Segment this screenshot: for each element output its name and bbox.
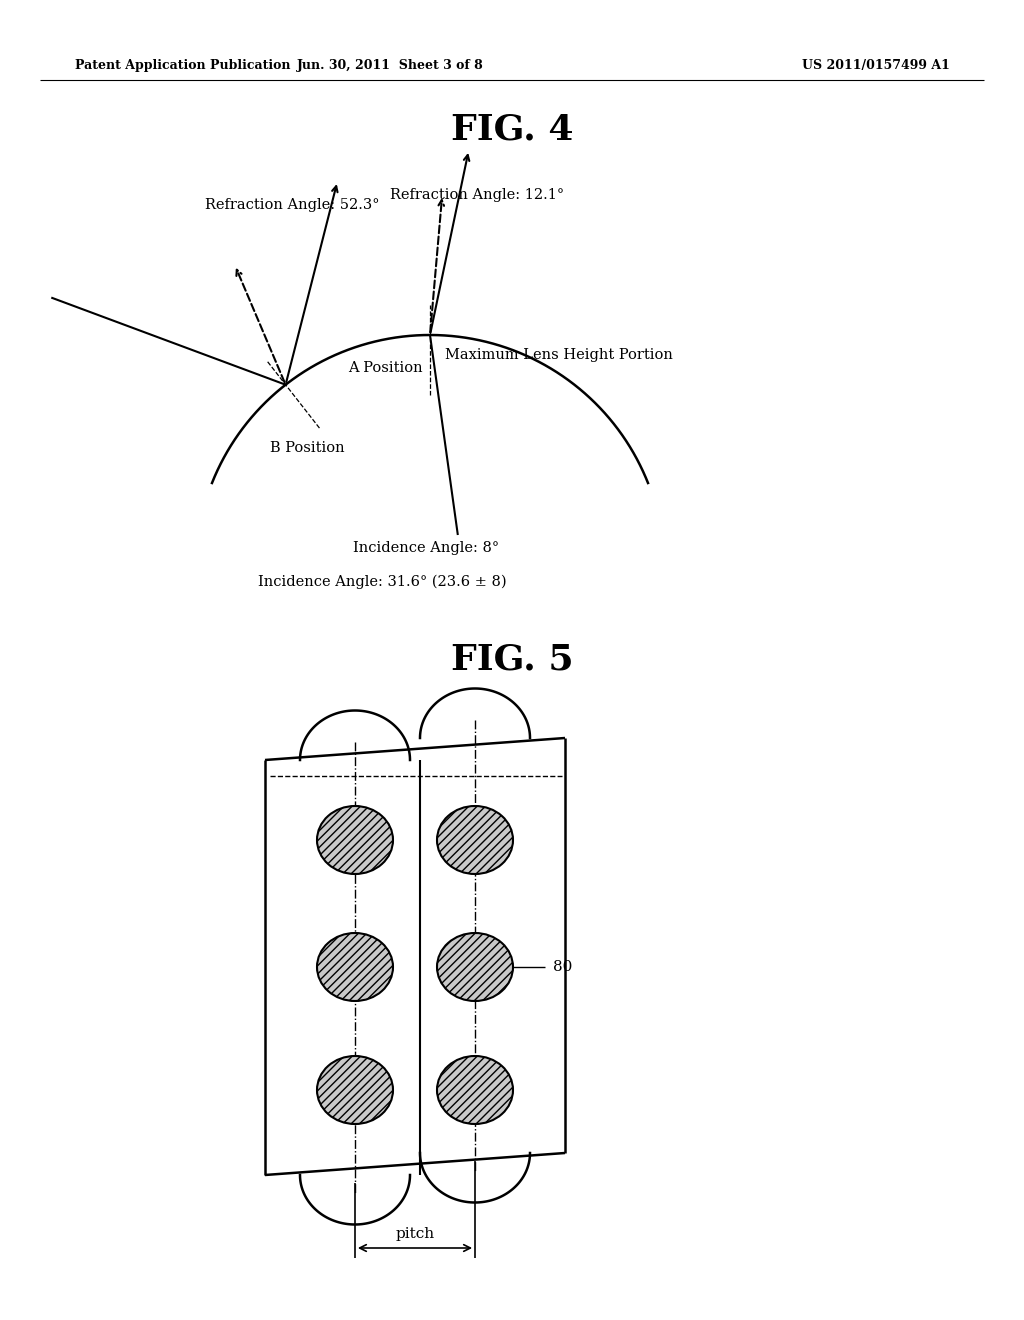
Ellipse shape [317, 1056, 393, 1125]
Ellipse shape [437, 933, 513, 1001]
Text: Patent Application Publication: Patent Application Publication [75, 58, 291, 71]
Text: B Position: B Position [270, 441, 345, 455]
Text: FIG. 5: FIG. 5 [451, 643, 573, 677]
Ellipse shape [317, 807, 393, 874]
Text: Incidence Angle: 31.6° (23.6 ± 8): Incidence Angle: 31.6° (23.6 ± 8) [258, 574, 507, 589]
Ellipse shape [437, 807, 513, 874]
Text: FIG. 4: FIG. 4 [451, 114, 573, 147]
Text: Maximum Lens Height Portion: Maximum Lens Height Portion [445, 348, 673, 362]
Ellipse shape [317, 933, 393, 1001]
Text: Jun. 30, 2011  Sheet 3 of 8: Jun. 30, 2011 Sheet 3 of 8 [297, 58, 483, 71]
Text: Incidence Angle: 8°: Incidence Angle: 8° [353, 541, 499, 554]
Text: Refraction Angle: 12.1°: Refraction Angle: 12.1° [390, 187, 564, 202]
Text: A Position: A Position [348, 360, 423, 375]
Text: 80: 80 [553, 960, 572, 974]
Text: pitch: pitch [395, 1228, 434, 1241]
Text: Refraction Angle: 52.3°: Refraction Angle: 52.3° [205, 198, 380, 213]
Text: US 2011/0157499 A1: US 2011/0157499 A1 [802, 58, 950, 71]
Ellipse shape [437, 1056, 513, 1125]
